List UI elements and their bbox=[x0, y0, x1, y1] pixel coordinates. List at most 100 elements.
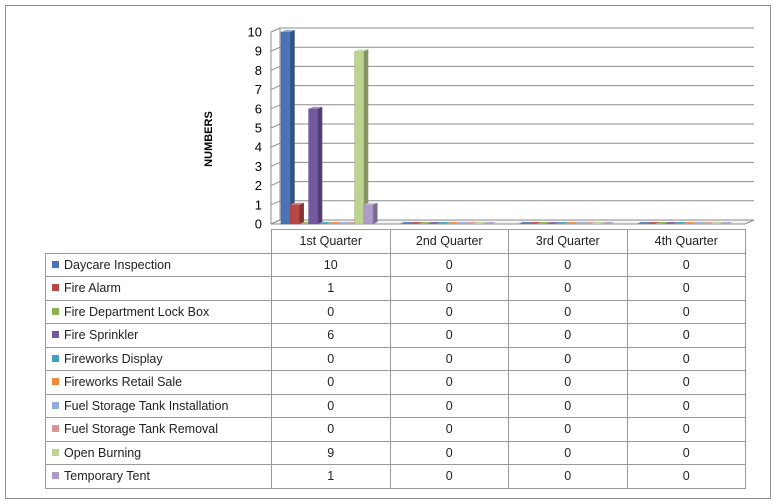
bar bbox=[473, 222, 487, 224]
data-label: 0 bbox=[508, 252, 628, 277]
x-tick-label: 1st Quarter bbox=[271, 229, 391, 254]
gridline-side bbox=[270, 104, 281, 110]
legend-label: Temporary Tent bbox=[64, 469, 150, 484]
bar bbox=[710, 222, 724, 224]
bar bbox=[700, 222, 715, 224]
bar bbox=[482, 222, 496, 224]
bar bbox=[454, 222, 469, 224]
bar-side bbox=[373, 202, 378, 224]
data-label: 0 bbox=[508, 299, 628, 324]
table-row: Fireworks Display 0 0 0 0 bbox=[45, 346, 746, 371]
legend-label: Fuel Storage Tank Removal bbox=[64, 422, 219, 437]
bar-top bbox=[363, 202, 378, 205]
bar bbox=[664, 222, 678, 224]
table-row: Fire Department Lock Box 0 0 0 0 bbox=[45, 299, 746, 324]
data-label: 0 bbox=[508, 417, 628, 442]
table-row: Fuel Storage Tank Installation 0 0 0 0 bbox=[45, 393, 746, 418]
table-row: Fuel Storage Tank Removal 0 0 0 0 bbox=[45, 417, 746, 442]
bar bbox=[317, 222, 332, 224]
bar bbox=[354, 50, 365, 225]
bar bbox=[518, 222, 532, 224]
bar bbox=[573, 222, 587, 224]
data-label: 0 bbox=[626, 276, 746, 301]
data-table: 1st Quarter 2nd Quarter 3rd Quarter 4th Qua… bbox=[45, 229, 746, 489]
data-label: 0 bbox=[389, 299, 509, 324]
data-label: 0 bbox=[626, 440, 746, 465]
legend-swatch bbox=[52, 425, 59, 433]
legend-swatch bbox=[52, 354, 59, 362]
bar bbox=[645, 222, 660, 224]
bar bbox=[582, 222, 597, 224]
y-tick-label: 0 bbox=[255, 217, 262, 232]
gridline-side bbox=[270, 161, 281, 167]
bar bbox=[327, 222, 341, 224]
bar bbox=[463, 222, 478, 224]
table-row: Temporary Tent 1 0 0 0 bbox=[45, 464, 746, 489]
data-label: 0 bbox=[389, 464, 509, 489]
data-label: 6 bbox=[271, 323, 391, 348]
data-label: 0 bbox=[626, 252, 746, 277]
y-tick-label: 7 bbox=[255, 82, 262, 97]
data-label: 0 bbox=[508, 276, 628, 301]
table-corner bbox=[46, 230, 272, 254]
bar-side bbox=[363, 49, 369, 225]
bar bbox=[682, 222, 697, 224]
data-label: 0 bbox=[271, 393, 391, 418]
gridline-side bbox=[270, 46, 281, 52]
bar bbox=[280, 31, 291, 225]
bar bbox=[289, 204, 300, 225]
bar-side bbox=[317, 106, 323, 224]
legend-label: Open Burning bbox=[64, 445, 142, 460]
table-row: Fireworks Retail Sale 0 0 0 0 bbox=[45, 370, 746, 395]
data-label: 0 bbox=[508, 346, 628, 371]
data-label: 0 bbox=[508, 323, 628, 348]
bar bbox=[417, 222, 432, 224]
data-label: 0 bbox=[508, 393, 628, 418]
data-label: 0 bbox=[626, 346, 746, 371]
y-tick-label: 6 bbox=[255, 101, 262, 116]
data-label: 0 bbox=[508, 370, 628, 395]
data-label: 0 bbox=[271, 346, 391, 371]
legend-entry: Fuel Storage Tank Removal bbox=[45, 417, 272, 442]
legend-entry: Fire Department Lock Box bbox=[45, 299, 272, 324]
legend-entry: Fuel Storage Tank Installation bbox=[45, 393, 272, 418]
legend-swatch bbox=[52, 260, 59, 268]
y-tick-label: 5 bbox=[255, 121, 262, 136]
bar bbox=[591, 222, 606, 224]
bar bbox=[436, 222, 450, 224]
legend-swatch bbox=[52, 307, 59, 315]
y-tick-label: 10 bbox=[248, 25, 262, 40]
data-label: 0 bbox=[626, 464, 746, 489]
gridline-side bbox=[270, 65, 281, 71]
gridline-side bbox=[270, 85, 281, 91]
y-tick-label: 4 bbox=[255, 140, 262, 155]
legend-entry: Fireworks Retail Sale bbox=[45, 370, 272, 395]
bar bbox=[536, 222, 551, 224]
y-tick-label: 9 bbox=[255, 44, 262, 59]
bar bbox=[527, 222, 541, 224]
bar bbox=[554, 222, 569, 224]
y-tick-label: 8 bbox=[255, 63, 262, 78]
bar-top bbox=[354, 49, 369, 52]
legend-entry: Fireworks Display bbox=[45, 346, 272, 371]
gridline-side bbox=[270, 142, 281, 148]
data-label: 0 bbox=[626, 393, 746, 418]
legend-swatch bbox=[52, 378, 59, 386]
legend-swatch bbox=[52, 472, 59, 480]
data-label: 0 bbox=[389, 393, 509, 418]
table-row: Daycare Inspection 10 0 0 0 bbox=[45, 252, 746, 277]
chart-frame bbox=[5, 5, 771, 499]
bar-top bbox=[281, 30, 295, 32]
data-label: 0 bbox=[389, 323, 509, 348]
legend-entry: Fire Sprinkler bbox=[45, 323, 272, 348]
legend-entry: Temporary Tent bbox=[45, 464, 272, 489]
data-label: 0 bbox=[389, 370, 509, 395]
x-tick-label: 4th Quarter bbox=[626, 229, 746, 254]
legend-swatch bbox=[52, 284, 59, 292]
y-axis-label: NUMBERS bbox=[203, 111, 215, 167]
table-header-row: 1st Quarter 2nd Quarter 3rd Quarter 4th Qua… bbox=[46, 229, 746, 254]
bar bbox=[427, 222, 441, 224]
bar bbox=[719, 222, 733, 224]
data-label: 0 bbox=[389, 440, 509, 465]
